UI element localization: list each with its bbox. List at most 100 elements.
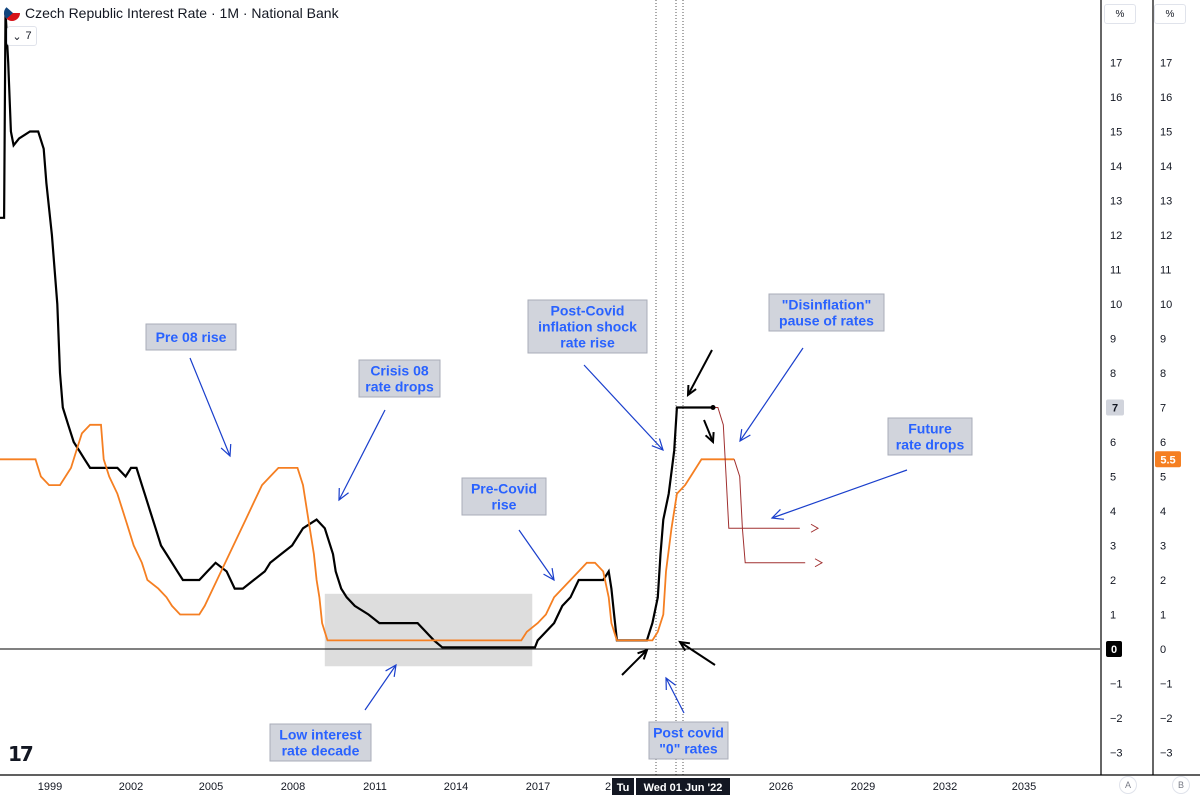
- scale-a-tick: 14: [1110, 161, 1122, 173]
- collapse-legend-button[interactable]: ⌄ 7: [7, 26, 37, 46]
- trough-arrow-right[interactable]: [679, 641, 716, 666]
- scale-a-tick: 6: [1110, 437, 1116, 449]
- time-axis-tick: 2008: [281, 781, 305, 793]
- postcovid-note-text: Post-Covid: [551, 303, 625, 319]
- czech-flag-icon: [4, 5, 20, 21]
- disinflation-arrow[interactable]: [739, 347, 804, 442]
- scale-b-tick: 6: [1160, 437, 1166, 449]
- scale-a-tick: 12: [1110, 230, 1122, 242]
- scale-a-tick: −3: [1110, 748, 1123, 760]
- disinflation-note[interactable]: "Disinflation"pause of rates: [768, 293, 885, 332]
- scale-a-tick: 16: [1110, 92, 1122, 104]
- time-axis-tick: 1999: [38, 781, 62, 793]
- scale-a-tick: 5: [1110, 472, 1116, 484]
- scale-a-tick: 13: [1110, 196, 1122, 208]
- zero-rates-arrow-head: [665, 676, 676, 691]
- postcovid-note-text: inflation shock: [538, 319, 637, 335]
- precovid-arrow[interactable]: [518, 529, 555, 581]
- tradingview-logo-icon[interactable]: 17: [8, 742, 34, 766]
- zero-rates-note-text: Post covid: [653, 725, 724, 741]
- crosshair-label-main-bg: [636, 778, 730, 795]
- future-drops-note-text: rate drops: [896, 437, 965, 453]
- trough-arrow-right-head: [678, 640, 691, 652]
- scale-a-tick: 3: [1110, 541, 1116, 553]
- low-rate-decade-highlight[interactable]: [324, 593, 533, 667]
- time-axis-tick: 2017: [526, 781, 550, 793]
- disinflation-arrow-head: [739, 429, 751, 443]
- forecast-arrowhead: [810, 523, 820, 533]
- scale-b-button[interactable]: B: [1172, 776, 1190, 794]
- inflation-rate-badge-label: 5.5: [1160, 454, 1175, 466]
- future-drops-note-text: Future: [908, 421, 952, 437]
- zero-rates-note-box: [648, 721, 729, 760]
- scale-a-tick: 4: [1110, 506, 1116, 518]
- collapse-legend-count: 7: [25, 30, 32, 42]
- scale-b-label: B: [1177, 780, 1184, 790]
- scale-b-tick: 15: [1160, 127, 1172, 139]
- scale-b-tick: −3: [1160, 748, 1173, 760]
- scale-b-tick: 8: [1160, 368, 1166, 380]
- scale-b-tick: −2: [1160, 713, 1173, 725]
- scale-b-tick: 4: [1160, 506, 1166, 518]
- crosshair-label-left: Tu: [617, 782, 630, 794]
- low-rate-arrow[interactable]: [364, 664, 397, 711]
- scale-b-percent-button[interactable]: %: [1154, 4, 1186, 24]
- scale-b-tick: 5: [1160, 472, 1166, 484]
- scale-a-button[interactable]: A: [1119, 776, 1137, 794]
- series-line-forecast[interactable]: [712, 407, 800, 529]
- scale-b-tick: 0: [1160, 644, 1166, 656]
- peak-arrow-head: [686, 384, 697, 398]
- postcovid-note-text: rate rise: [560, 335, 615, 351]
- crosshair-label-main: Wed 01 Jun '22: [644, 782, 723, 794]
- peak-arrow[interactable]: [687, 349, 713, 396]
- zero-rates-arrow[interactable]: [665, 677, 685, 714]
- scale-a-label: A: [1124, 780, 1131, 790]
- series-line-policy_rate[interactable]: [0, 10, 713, 649]
- pause-arrow[interactable]: [703, 419, 714, 443]
- policy-rate-badge: [1106, 399, 1124, 416]
- trough-arrow-left[interactable]: [621, 649, 648, 676]
- series-line-inflation_rate[interactable]: [0, 423, 735, 642]
- scale-b-tick: 12: [1160, 230, 1172, 242]
- crisis08-arrow[interactable]: [338, 409, 386, 501]
- series-line-forecast[interactable]: [733, 459, 806, 564]
- low-rate-arrow-head: [385, 663, 397, 677]
- pre08-arrow[interactable]: [189, 357, 231, 457]
- crisis08-note-text: Crisis 08: [370, 363, 429, 379]
- scale-b-tick: 17: [1160, 58, 1172, 70]
- future-drops-arrow[interactable]: [771, 469, 908, 519]
- scale-a-tick: 1: [1110, 610, 1116, 622]
- pause-endpoint-dot: [710, 405, 716, 410]
- zero-badge-label: 0: [1111, 644, 1117, 656]
- scale-a-percent-button[interactable]: %: [1104, 4, 1136, 24]
- zero-rates-note[interactable]: Post covid"0" rates: [648, 721, 729, 760]
- crisis08-note-text: rate drops: [365, 379, 434, 395]
- time-axis-tick: 2029: [851, 781, 875, 793]
- pre08-note[interactable]: Pre 08 rise: [145, 323, 237, 351]
- scale-a-tick: −1: [1110, 679, 1123, 691]
- scale-b-tick: 7: [1160, 403, 1166, 415]
- scale-a-tick: 9: [1110, 334, 1116, 346]
- scale-b-tick: 1: [1160, 610, 1166, 622]
- scale-b-tick: 3: [1160, 541, 1166, 553]
- scale-a-tick: 17: [1110, 58, 1122, 70]
- scale-b-tick: 14: [1160, 161, 1172, 173]
- plot-area[interactable]: [0, 0, 1100, 775]
- scale-a-tick: 10: [1110, 299, 1122, 311]
- disinflation-note-text: pause of rates: [779, 313, 874, 329]
- pre08-arrow-head: [220, 443, 232, 458]
- postcovid-arrow[interactable]: [583, 364, 664, 451]
- future-drops-note-box: [887, 417, 973, 456]
- scale-b-tick: 16: [1160, 92, 1172, 104]
- low-rate-note-box: [269, 723, 372, 762]
- time-axis-tick: 2: [605, 781, 611, 793]
- time-axis-tick: 2002: [119, 781, 143, 793]
- chart-title: Czech Republic Interest Rate · 1M · Nati…: [4, 3, 339, 23]
- inflation-rate-badge: [1155, 451, 1181, 468]
